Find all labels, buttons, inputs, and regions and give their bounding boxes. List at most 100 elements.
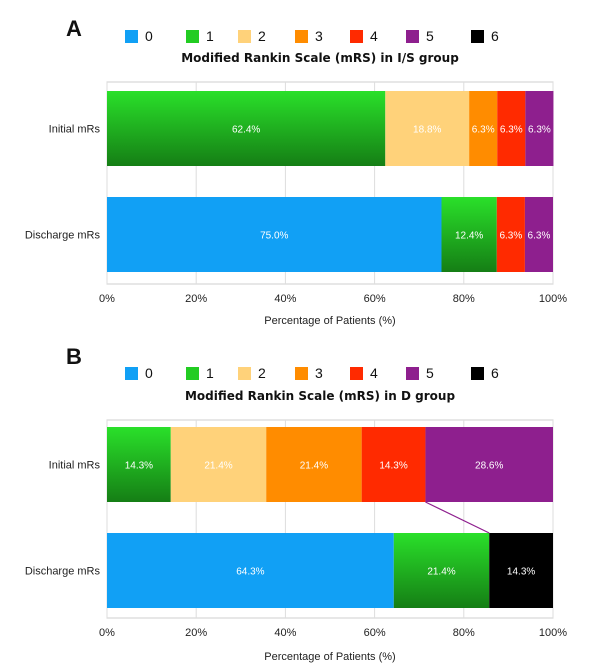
x-tick-label: 20% [185, 627, 207, 639]
legend-item-4: 4 [350, 365, 378, 381]
legend-label: 3 [315, 28, 323, 44]
legend-swatch [350, 30, 363, 43]
legend-swatch [238, 30, 251, 43]
legend-item-0: 0 [125, 365, 153, 381]
category-label: Discharge mRs [25, 230, 101, 242]
data-label: 21.4% [427, 567, 455, 578]
data-label: 14.3% [507, 567, 535, 578]
legend-swatch [350, 367, 363, 380]
bar-segment-2 [385, 91, 470, 166]
category-label: Initial mRs [49, 460, 101, 472]
legend-label: 0 [145, 365, 153, 381]
connector-line [425, 501, 490, 534]
legend-item-1: 1 [186, 28, 214, 44]
data-label: 6.3% [528, 231, 551, 242]
bar-segment-1 [393, 533, 490, 608]
chart-svg-a: A 0 1 2 3 4 5 6 Modified Rankin Scale (mRS) in… [25, 16, 567, 327]
plot-area: 0% 20% 40% 60% 80% 100% Initial mRs 62.4% 18.8% 6… [25, 81, 567, 305]
chart-title: Modified Rankin Scale (mRS) in I/S group [181, 51, 459, 65]
legend-item-4: 4 [350, 28, 378, 44]
data-label: 6.3% [500, 125, 523, 136]
category-label: Discharge mRs [25, 566, 101, 578]
data-label: 21.4% [204, 461, 232, 472]
legend-swatch [125, 367, 138, 380]
legend-swatch [295, 367, 308, 380]
bar-segment-1 [107, 91, 386, 166]
x-axis-title: Percentage of Patients (%) [264, 315, 395, 327]
chart-title: Modified Rankin Scale (mRS) in D group [185, 389, 455, 403]
data-label: 6.3% [528, 125, 551, 136]
chart-svg-b: B 0 1 2 3 4 5 6 Modified Rankin Scale (mRS) in… [25, 344, 567, 663]
bar-segment-0 [107, 533, 394, 608]
data-label: 28.6% [475, 461, 503, 472]
bar-segment-2 [170, 427, 267, 502]
x-axis-title: Percentage of Patients (%) [264, 651, 395, 663]
bar-segment-1 [441, 197, 497, 272]
legend-swatch [186, 367, 199, 380]
x-tick-label: 100% [539, 293, 567, 305]
data-label: 21.4% [300, 461, 328, 472]
bar-segment-5 [425, 427, 553, 502]
chart-panel-a: A 0 1 2 3 4 5 6 Modified Rankin Scale (mRS) in… [25, 16, 567, 327]
panel-letter: B [66, 344, 82, 369]
legend-label: 0 [145, 28, 153, 44]
legend: 0 1 2 3 4 5 6 [125, 365, 499, 381]
legend-label: 5 [426, 365, 434, 381]
legend-item-2: 2 [238, 28, 266, 44]
data-label: 62.4% [232, 125, 260, 136]
chart-panel-b: B 0 1 2 3 4 5 6 Modified Rankin Scale (mRS) in… [0, 334, 613, 668]
bar-segment-4 [497, 91, 526, 166]
legend-label: 5 [426, 28, 434, 44]
x-tick-label: 0% [99, 627, 115, 639]
data-label: 6.3% [499, 231, 522, 242]
x-tick-label: 20% [185, 293, 207, 305]
category-label: Initial mRs [49, 124, 101, 136]
legend-swatch [238, 367, 251, 380]
legend-item-3: 3 [295, 365, 323, 381]
legend-swatch [125, 30, 138, 43]
bar-segment-1 [107, 427, 171, 502]
data-label: 18.8% [413, 125, 441, 136]
x-tick-label: 60% [364, 293, 386, 305]
legend-item-6: 6 [471, 365, 499, 381]
legend-item-6: 6 [471, 28, 499, 44]
x-tick-label: 40% [274, 627, 296, 639]
plot-area: 0% 20% 40% 60% 80% 100% Initial mRs 14.3% 21.4% 2… [25, 419, 567, 639]
legend-label: 2 [258, 365, 266, 381]
bar-segment-4 [361, 427, 426, 502]
x-tick-label: 60% [364, 627, 386, 639]
bar-segment-3 [266, 427, 362, 502]
legend-item-3: 3 [295, 28, 323, 44]
legend-item-0: 0 [125, 28, 153, 44]
legend-swatch [186, 30, 199, 43]
bar-segment-3 [469, 91, 498, 166]
panel-letter: A [66, 16, 82, 41]
data-label: 14.3% [379, 461, 407, 472]
x-tick-label: 80% [453, 293, 475, 305]
legend-swatch [406, 367, 419, 380]
legend-label: 1 [206, 365, 214, 381]
legend-swatch [471, 367, 484, 380]
data-label: 14.3% [125, 461, 153, 472]
legend-swatch [406, 30, 419, 43]
x-tick-label: 0% [99, 293, 115, 305]
bar-segment-5 [524, 197, 553, 272]
data-label: 64.3% [236, 567, 264, 578]
data-label: 75.0% [260, 231, 288, 242]
legend-label: 1 [206, 28, 214, 44]
legend-label: 2 [258, 28, 266, 44]
bar-segment-4 [496, 197, 525, 272]
legend-swatch [295, 30, 308, 43]
x-tick-label: 40% [274, 293, 296, 305]
legend-label: 3 [315, 365, 323, 381]
legend-item-2: 2 [238, 365, 266, 381]
data-label: 6.3% [472, 125, 495, 136]
legend-label: 4 [370, 365, 378, 381]
x-tick-label: 80% [453, 627, 475, 639]
bar-segment-6 [489, 533, 553, 608]
x-tick-label: 100% [539, 627, 567, 639]
legend-item-5: 5 [406, 28, 434, 44]
legend-item-5: 5 [406, 365, 434, 381]
bar-segment-0 [107, 197, 442, 272]
bar-segment-5 [525, 91, 554, 166]
